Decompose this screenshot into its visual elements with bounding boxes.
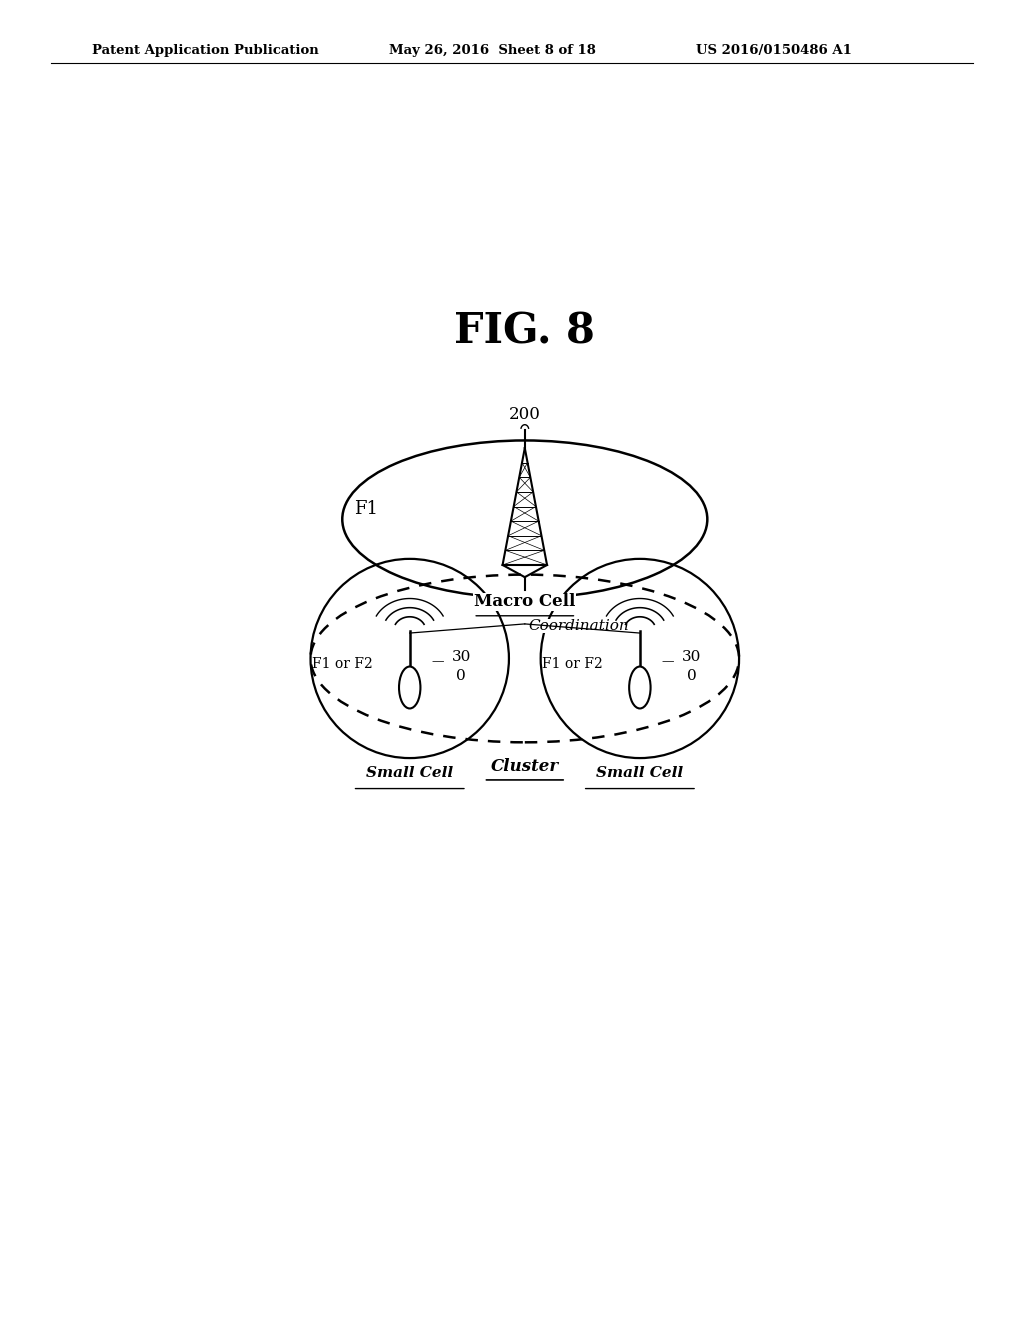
Text: 30: 30 [452,651,471,664]
Ellipse shape [399,667,421,709]
Text: 200: 200 [509,405,541,422]
Text: F1 or F2: F1 or F2 [542,656,603,671]
Text: Macro Cell: Macro Cell [474,594,575,610]
Text: FIG. 8: FIG. 8 [455,310,595,352]
Text: Cluster: Cluster [490,758,559,775]
Text: Small Cell: Small Cell [367,766,454,780]
Text: F1: F1 [354,500,378,517]
Text: US 2016/0150486 A1: US 2016/0150486 A1 [696,44,852,57]
Text: Patent Application Publication: Patent Application Publication [92,44,318,57]
Text: 0: 0 [457,669,466,682]
Ellipse shape [629,667,650,709]
Text: F1 or F2: F1 or F2 [312,656,373,671]
Text: 0: 0 [686,669,696,682]
Text: May 26, 2016  Sheet 8 of 18: May 26, 2016 Sheet 8 of 18 [389,44,596,57]
Text: —: — [662,655,674,668]
Text: Small Cell: Small Cell [596,766,683,780]
Text: 30: 30 [682,651,701,664]
Text: Coordination: Coordination [528,619,630,632]
Text: —: — [431,655,443,668]
